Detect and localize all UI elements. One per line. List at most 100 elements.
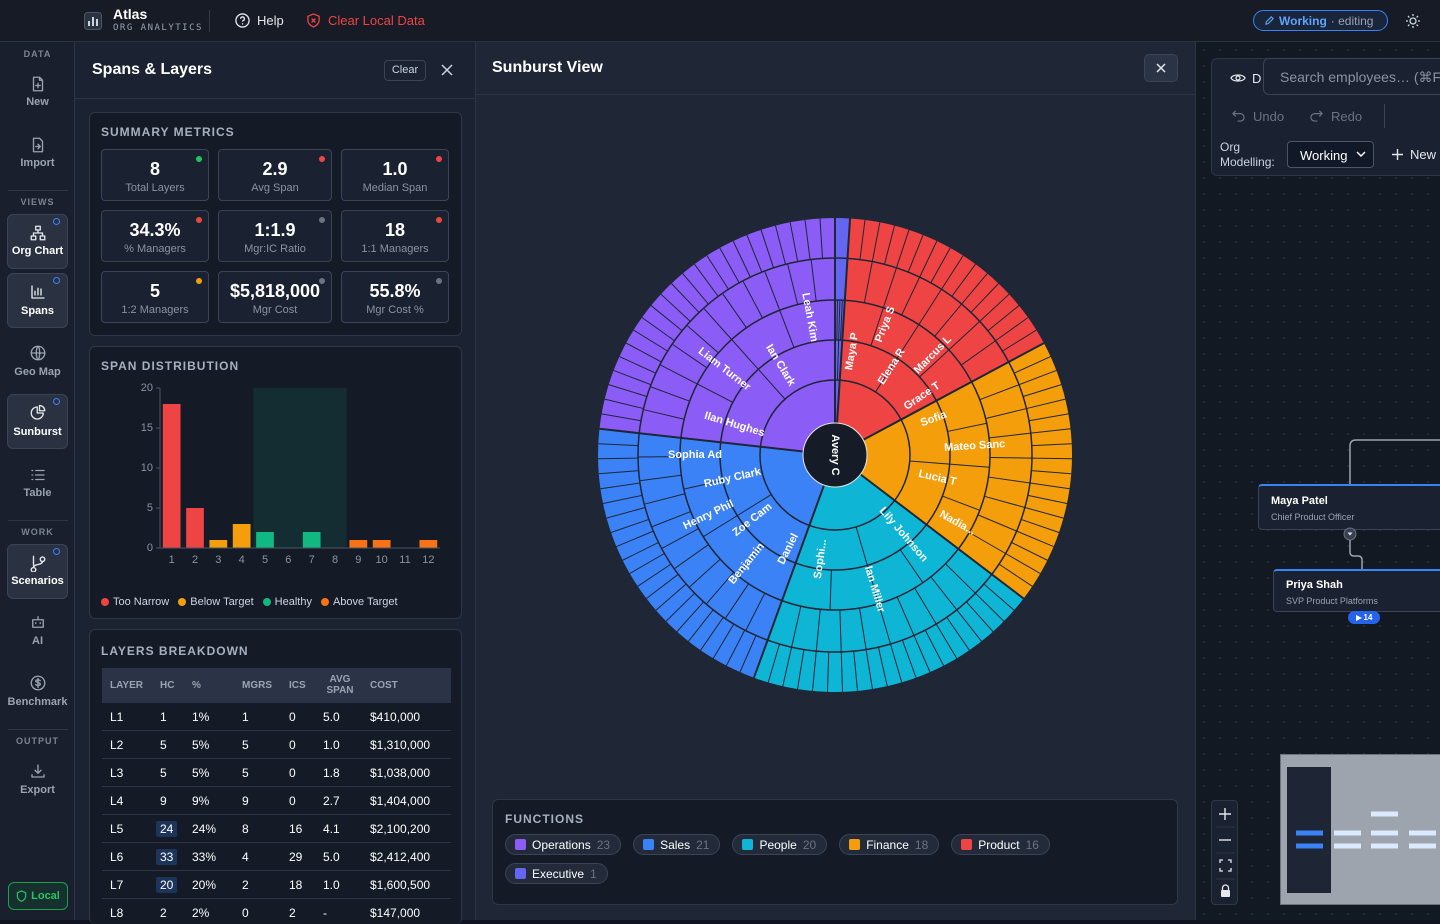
section-divider (8, 190, 68, 191)
table-cell: 29 (289, 849, 302, 864)
metric-label: % Managers (102, 243, 208, 255)
divider (209, 10, 210, 32)
metric-card: 55.8%Mgr Cost % (341, 271, 449, 323)
legend-label: Too Narrow (113, 596, 169, 608)
x-tick-label: 7 (309, 554, 315, 566)
legend-label: Above Target (333, 596, 398, 608)
legend-item: Above Target (321, 596, 398, 608)
nav-label[interactable]: New (0, 96, 75, 108)
status-badge[interactable]: Working · editing (1253, 10, 1388, 31)
table-cell: L2 (110, 737, 123, 752)
metric-label: 1:1 Managers (342, 243, 448, 255)
function-count: 1 (590, 867, 597, 881)
legend-swatch (263, 598, 271, 606)
segment-divider (1032, 458, 1072, 459)
icon-glyph (32, 471, 44, 480)
panel-title: Spans & Layers (92, 61, 212, 79)
nav-label[interactable]: Spans (0, 305, 75, 317)
table-cell: L5 (110, 821, 123, 836)
nav-label[interactable]: Scenarios (0, 575, 75, 587)
table-cell: 1 (242, 709, 249, 724)
icon-glyph (31, 676, 44, 690)
nav-badge (53, 398, 60, 405)
table-cell: 18 (289, 877, 302, 892)
help-button[interactable]: Help (257, 13, 284, 28)
clear-button[interactable]: Clear (384, 60, 426, 81)
panel-title: Sunburst View (492, 59, 603, 77)
table-cell: 1 (160, 709, 167, 724)
nav-label[interactable]: Export (0, 784, 75, 796)
nav-icon (29, 224, 47, 242)
table-cell: - (323, 905, 327, 920)
x-tick-label: 12 (422, 554, 434, 566)
table-cell: 2.7 (323, 793, 340, 808)
function-swatch (643, 839, 654, 850)
table-cell: 20% (192, 877, 216, 892)
legend: Too Narrow Below Target Healthy Above Targe… (101, 596, 398, 608)
zoom-controls (1211, 800, 1238, 905)
zoom-icons[interactable] (1212, 801, 1239, 906)
nav-badge (53, 548, 60, 555)
nav-icon (29, 466, 47, 484)
bar (186, 508, 204, 548)
collapse-toggle[interactable] (1343, 527, 1357, 541)
target-band (253, 388, 346, 548)
table-cell: 4.1 (323, 821, 340, 836)
function-swatch (515, 839, 526, 850)
nav-label[interactable]: Table (0, 487, 75, 499)
table-cell: 2 (289, 905, 296, 920)
bar (373, 540, 391, 548)
x-tick-label: 2 (192, 554, 198, 566)
table-cell: 0 (289, 765, 296, 780)
y-tick-label: 10 (141, 462, 153, 474)
table-cell: 20 (156, 877, 177, 893)
legend-label: Below Target (190, 596, 253, 608)
table-cell: 8 (242, 821, 249, 836)
close-button[interactable] (1144, 54, 1178, 82)
legend-item: Healthy (263, 596, 312, 608)
nav-label[interactable]: Geo Map (0, 366, 75, 378)
table-cell: 5.0 (323, 709, 340, 724)
table-cell: L1 (110, 709, 123, 724)
table-cell: 1.0 (323, 877, 340, 892)
x-tick-label: 3 (215, 554, 221, 566)
segment-divider (837, 300, 838, 340)
function-count: 18 (915, 838, 928, 852)
section-title: DATA (0, 49, 75, 59)
metric-value: 55.8% (342, 281, 448, 302)
table-cell: 2% (192, 905, 209, 920)
nav-label[interactable]: Import (0, 157, 75, 169)
metric-value: 5 (102, 281, 208, 302)
table-cell: 2 (160, 905, 167, 920)
icon-glyph (34, 77, 43, 91)
theme-toggle[interactable] (1405, 13, 1421, 29)
org-node[interactable]: Priya Shah SVP Product Platforms (1273, 569, 1440, 612)
nav-label[interactable]: Sunburst (0, 426, 75, 438)
section-divider (8, 729, 68, 730)
reports-badge[interactable]: 14 (1348, 611, 1380, 624)
nav-label[interactable]: AI (0, 635, 75, 647)
storage-button[interactable]: Local (8, 882, 68, 910)
x-tick-label: 1 (169, 554, 175, 566)
nav-label[interactable]: Benchmark (0, 696, 75, 708)
org-node[interactable]: Maya Patel Chief Product Officer (1258, 484, 1440, 530)
mode: · editing (1331, 14, 1374, 28)
table-cell: 2 (242, 877, 249, 892)
nav-label[interactable]: Org Chart (0, 245, 75, 257)
section-title: VIEWS (0, 197, 75, 207)
table-cell: $2,100,200 (370, 821, 430, 836)
clear-data-button[interactable]: Clear Local Data (328, 13, 425, 28)
bar (419, 540, 437, 548)
node-title: Chief Product Officer (1271, 512, 1354, 522)
x-tick-label: 9 (355, 554, 361, 566)
clear-icon (306, 13, 321, 28)
close-button[interactable] (441, 64, 453, 76)
